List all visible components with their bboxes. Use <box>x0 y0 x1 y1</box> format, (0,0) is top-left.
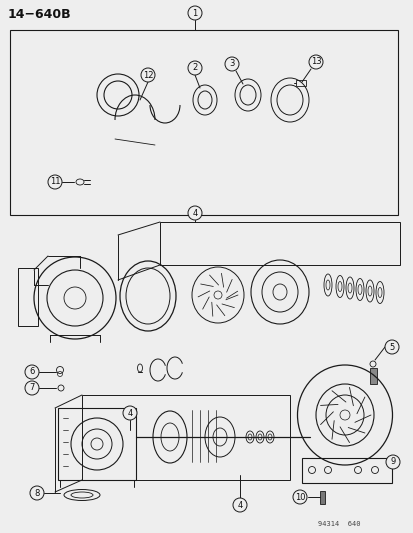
Text: 1: 1 <box>192 9 197 18</box>
Circle shape <box>30 486 44 500</box>
Bar <box>58 408 136 480</box>
Text: 4: 4 <box>192 208 197 217</box>
Text: 7: 7 <box>29 384 35 392</box>
Text: 11: 11 <box>50 177 60 187</box>
Circle shape <box>48 175 62 189</box>
Bar <box>18 268 38 326</box>
Text: 10: 10 <box>294 492 304 502</box>
Circle shape <box>25 381 39 395</box>
Text: 8: 8 <box>34 489 40 497</box>
Bar <box>319 491 324 504</box>
Circle shape <box>141 68 154 82</box>
Text: 13: 13 <box>310 58 320 67</box>
Circle shape <box>188 206 202 220</box>
Circle shape <box>292 490 306 504</box>
Circle shape <box>384 340 398 354</box>
Circle shape <box>308 55 322 69</box>
Circle shape <box>224 57 238 71</box>
Circle shape <box>188 6 202 20</box>
Circle shape <box>188 61 202 75</box>
Text: 9: 9 <box>389 457 395 466</box>
Text: 94314  640: 94314 640 <box>317 521 360 527</box>
Circle shape <box>25 365 39 379</box>
Text: 14−640B: 14−640B <box>8 7 71 20</box>
Text: 3: 3 <box>229 60 234 69</box>
Circle shape <box>385 455 399 469</box>
Text: 12: 12 <box>142 70 153 79</box>
Bar <box>369 368 376 384</box>
Text: 4: 4 <box>237 500 242 510</box>
Text: 2: 2 <box>192 63 197 72</box>
Text: 5: 5 <box>389 343 394 351</box>
Bar <box>301 458 391 483</box>
Circle shape <box>123 406 137 420</box>
Bar <box>10 30 397 215</box>
Text: 4: 4 <box>127 408 132 417</box>
Circle shape <box>233 498 247 512</box>
Text: 6: 6 <box>29 367 35 376</box>
Bar <box>295 80 305 86</box>
